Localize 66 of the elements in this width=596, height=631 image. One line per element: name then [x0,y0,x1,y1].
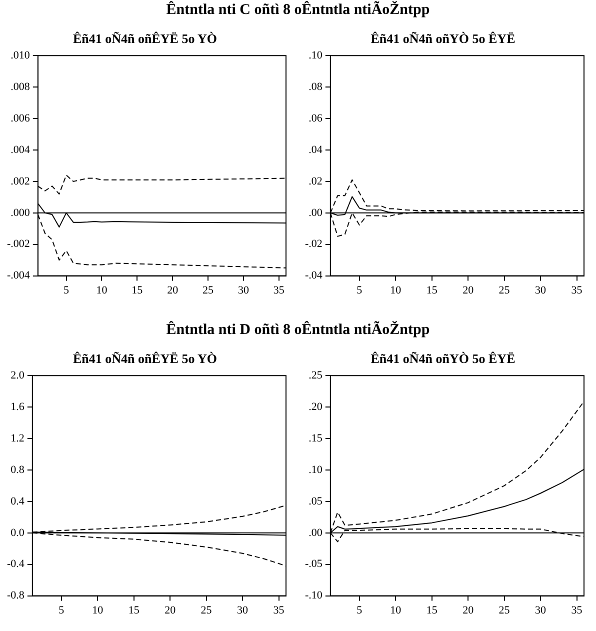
x-tick-label: 20 [462,284,474,296]
x-tick-label: 15 [426,604,438,616]
chart-title: Êñ41 oÑ4ñ oñYÒ 5o ÊYË [370,351,516,366]
chart-title: Êñ41 oÑ4ñ oñYÒ 5o ÊYË [370,31,516,46]
x-tick-label: 30 [238,284,250,296]
x-tick-label: 15 [426,284,438,296]
x-tick-label: 5 [58,604,65,616]
y-tick-label: .02 [308,175,322,188]
y-tick-label: .002 [10,175,30,188]
x-tick-label: 5 [356,604,363,616]
y-tick-label: .010 [10,49,30,62]
y-tick-label: .000 [10,206,30,219]
x-tick-label: 25 [202,284,214,296]
x-tick-label: 5 [356,284,363,296]
x-tick-label: 35 [273,604,285,616]
y-tick-label: -.04 [304,270,323,282]
y-tick-label: -.004 [6,270,30,282]
x-tick-label: 25 [200,604,212,616]
y-tick-label: .04 [308,144,323,156]
x-tick-label: 30 [535,284,547,296]
y-tick-label: .15 [308,432,323,444]
y-tick-label: .05 [308,495,323,508]
x-tick-label: 15 [132,284,144,296]
y-tick-label: .00 [308,206,323,219]
y-tick-label: 1.2 [10,432,24,444]
y-tick-label: .10 [308,49,323,62]
y-tick-label: .00 [308,526,323,539]
x-tick-label: 20 [164,604,176,616]
y-tick-label: .20 [308,400,323,413]
x-tick-label: 30 [535,604,547,616]
y-tick-label: -.10 [304,590,323,602]
x-tick-label: 20 [167,284,179,296]
y-tick-label: -.05 [304,558,323,570]
y-tick-label: .008 [10,80,30,93]
y-tick-label: .08 [308,80,323,93]
x-tick-label: 35 [571,604,583,616]
x-tick-label: 35 [571,284,583,296]
x-tick-label: 10 [92,604,104,616]
x-tick-label: 35 [273,284,285,296]
chart-title: Êñ41 oÑ4ñ oñÊYË 5o YÒ [73,351,217,366]
x-tick-label: 25 [498,284,510,296]
x-tick-label: 10 [390,284,402,296]
y-tick-label: 0.4 [10,495,25,508]
y-tick-label: 1.6 [10,400,25,413]
y-tick-label: -0.8 [6,590,25,602]
y-tick-label: 0.8 [10,464,25,476]
y-tick-label: .004 [10,144,30,156]
y-tick-label: .06 [308,112,323,124]
y-tick-label: 0.0 [10,526,25,539]
y-tick-label: .10 [308,464,323,476]
x-tick-label: 25 [498,604,510,616]
y-tick-label: 2.0 [10,369,25,382]
x-tick-label: 30 [237,604,249,616]
text: Êntntla nti C oñtì 8 oÊntntla ntiÃoŽntpp [165,2,431,19]
x-tick-label: 20 [462,604,474,616]
y-tick-label: .25 [308,369,323,382]
text: Êntntla nti D oñtì 8 oÊntntla ntiÃoŽntpp [165,322,431,339]
y-tick-label: -.002 [6,238,30,250]
x-tick-label: 15 [128,604,140,616]
y-tick-label: .006 [10,112,30,124]
x-tick-label: 5 [64,284,70,296]
y-tick-label: -0.4 [6,558,25,570]
x-tick-label: 10 [390,604,402,616]
chart-title: Êñ41 oÑ4ñ oñÊYË 5o YÒ [73,31,217,46]
y-tick-label: -.02 [304,238,322,250]
x-tick-label: 10 [96,284,108,296]
